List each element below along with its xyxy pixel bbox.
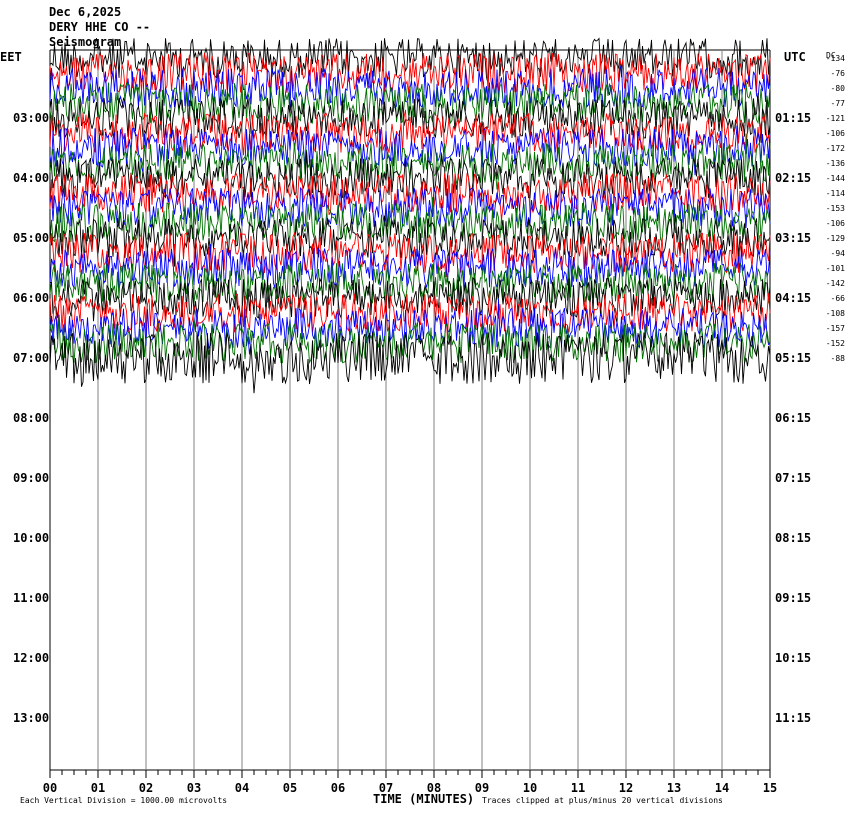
dc-offset-label: -152 xyxy=(826,339,845,348)
right-hour-label: 06:15 xyxy=(775,411,811,425)
dc-offset-label: -172 xyxy=(826,144,845,153)
seismic-trace xyxy=(49,82,771,125)
dc-offset-label: -134 xyxy=(826,54,845,63)
x-tick-label: 08 xyxy=(427,781,441,795)
plot-date: Dec 6,2025 xyxy=(49,5,121,19)
x-tick-label: 05 xyxy=(283,781,297,795)
x-tick-label: 04 xyxy=(235,781,249,795)
dc-offset-label: -101 xyxy=(826,264,845,273)
seismic-trace xyxy=(49,244,771,289)
dc-offset-label: -94 xyxy=(831,249,846,258)
dc-offset-label: -136 xyxy=(826,159,845,168)
left-hour-label: 09:00 xyxy=(13,471,49,485)
right-hour-label: 10:15 xyxy=(775,651,811,665)
seismic-trace xyxy=(50,277,771,324)
seismic-trace xyxy=(49,186,771,229)
x-tick-label: 15 xyxy=(763,781,777,795)
x-tick-label: 02 xyxy=(139,781,153,795)
left-hour-label: 04:00 xyxy=(13,171,49,185)
right-hour-label: 05:15 xyxy=(775,351,811,365)
dc-offset-label: -77 xyxy=(831,99,846,108)
seismic-trace xyxy=(49,228,771,278)
seismic-trace xyxy=(49,51,771,94)
left-hour-labels: 03:00 04:00 05:00 06:00 07:00 08:00 09:00 10:00… xyxy=(13,111,49,725)
seismic-trace xyxy=(49,298,771,355)
x-tick-label: 12 xyxy=(619,781,633,795)
right-hour-labels: 01:15 02:15 03:15 04:15 05:15 06:15 07:15 08:15… xyxy=(775,111,811,725)
dc-offset-label: -108 xyxy=(826,309,845,318)
dc-offset-label: -142 xyxy=(826,279,845,288)
left-hour-label: 13:00 xyxy=(13,711,49,725)
dc-offset-label: -66 xyxy=(831,294,846,303)
left-hour-label: 08:00 xyxy=(13,411,49,425)
seismic-trace xyxy=(49,92,771,143)
seismic-trace xyxy=(49,332,771,394)
right-timezone-label: UTC xyxy=(784,50,806,64)
dc-offset-label: -121 xyxy=(826,114,845,123)
x-tick-label: 10 xyxy=(523,781,537,795)
dc-offset-label: -88 xyxy=(831,354,846,363)
vertical-grid xyxy=(49,49,771,771)
right-hour-label: 08:15 xyxy=(775,531,811,545)
dc-offset-label: -129 xyxy=(826,234,845,243)
dc-offset-label: -144 xyxy=(826,174,845,183)
right-hour-label: 11:15 xyxy=(775,711,811,725)
dc-offset-label: -76 xyxy=(831,69,846,78)
dc-offset-label: -106 xyxy=(826,219,845,228)
x-tick-label: 09 xyxy=(475,781,489,795)
x-axis: 00 01 02 03 04 05 06 07 08 09 10 11 12 13 14 15 xyxy=(43,770,777,795)
seismic-trace xyxy=(49,125,771,176)
dc-offset-label: -157 xyxy=(826,324,845,333)
left-hour-label: 10:00 xyxy=(13,531,49,545)
dc-offset-labels: -134 -76 -80 -77 -121 -106 -172 -136 -144 -114 -15… xyxy=(826,54,845,363)
scale-note: Each Vertical Division = 1000.00 microvo… xyxy=(20,796,227,805)
right-hour-label: 07:15 xyxy=(775,471,811,485)
dc-offset-label: -106 xyxy=(826,129,845,138)
x-tick-label: 03 xyxy=(187,781,201,795)
left-hour-label: 06:00 xyxy=(13,291,49,305)
clip-note: Traces clipped at plus/minus 20 vertical… xyxy=(482,796,723,805)
seismic-trace xyxy=(49,109,771,156)
x-tick-label: 00 xyxy=(43,781,57,795)
dc-offset-label: -80 xyxy=(831,84,846,93)
left-hour-label: 11:00 xyxy=(13,591,49,605)
seismic-trace xyxy=(49,37,771,84)
seismic-trace xyxy=(49,262,771,304)
plot-subtitle: Seismogram xyxy=(49,35,121,49)
left-hour-label: 03:00 xyxy=(13,111,49,125)
right-hour-label: 03:15 xyxy=(775,231,811,245)
x-tick-label: 11 xyxy=(571,781,585,795)
x-tick-label: 14 xyxy=(715,781,729,795)
x-tick-label: 07 xyxy=(379,781,393,795)
station-label: DERY HHE CO -- xyxy=(49,20,150,34)
dc-offset-label: -114 xyxy=(826,189,845,198)
x-tick-label: 13 xyxy=(667,781,681,795)
left-timezone-label: EET xyxy=(0,50,22,64)
x-tick-label: 01 xyxy=(91,781,105,795)
seismic-trace xyxy=(49,172,771,221)
left-hour-label: 12:00 xyxy=(13,651,49,665)
x-axis-title: TIME (MINUTES) xyxy=(373,792,474,806)
trace-group xyxy=(49,37,771,394)
right-hour-label: 02:15 xyxy=(775,171,811,185)
right-hour-label: 04:15 xyxy=(775,291,811,305)
left-hour-label: 05:00 xyxy=(13,231,49,245)
seismic-trace xyxy=(49,151,771,200)
x-tick-label: 06 xyxy=(331,781,345,795)
dc-offset-label: -153 xyxy=(826,204,845,213)
seismic-trace xyxy=(49,316,771,365)
dc-header-label: DC xyxy=(826,51,836,60)
right-hour-label: 01:15 xyxy=(775,111,811,125)
left-hour-label: 07:00 xyxy=(13,351,49,365)
right-hour-label: 09:15 xyxy=(775,591,811,605)
